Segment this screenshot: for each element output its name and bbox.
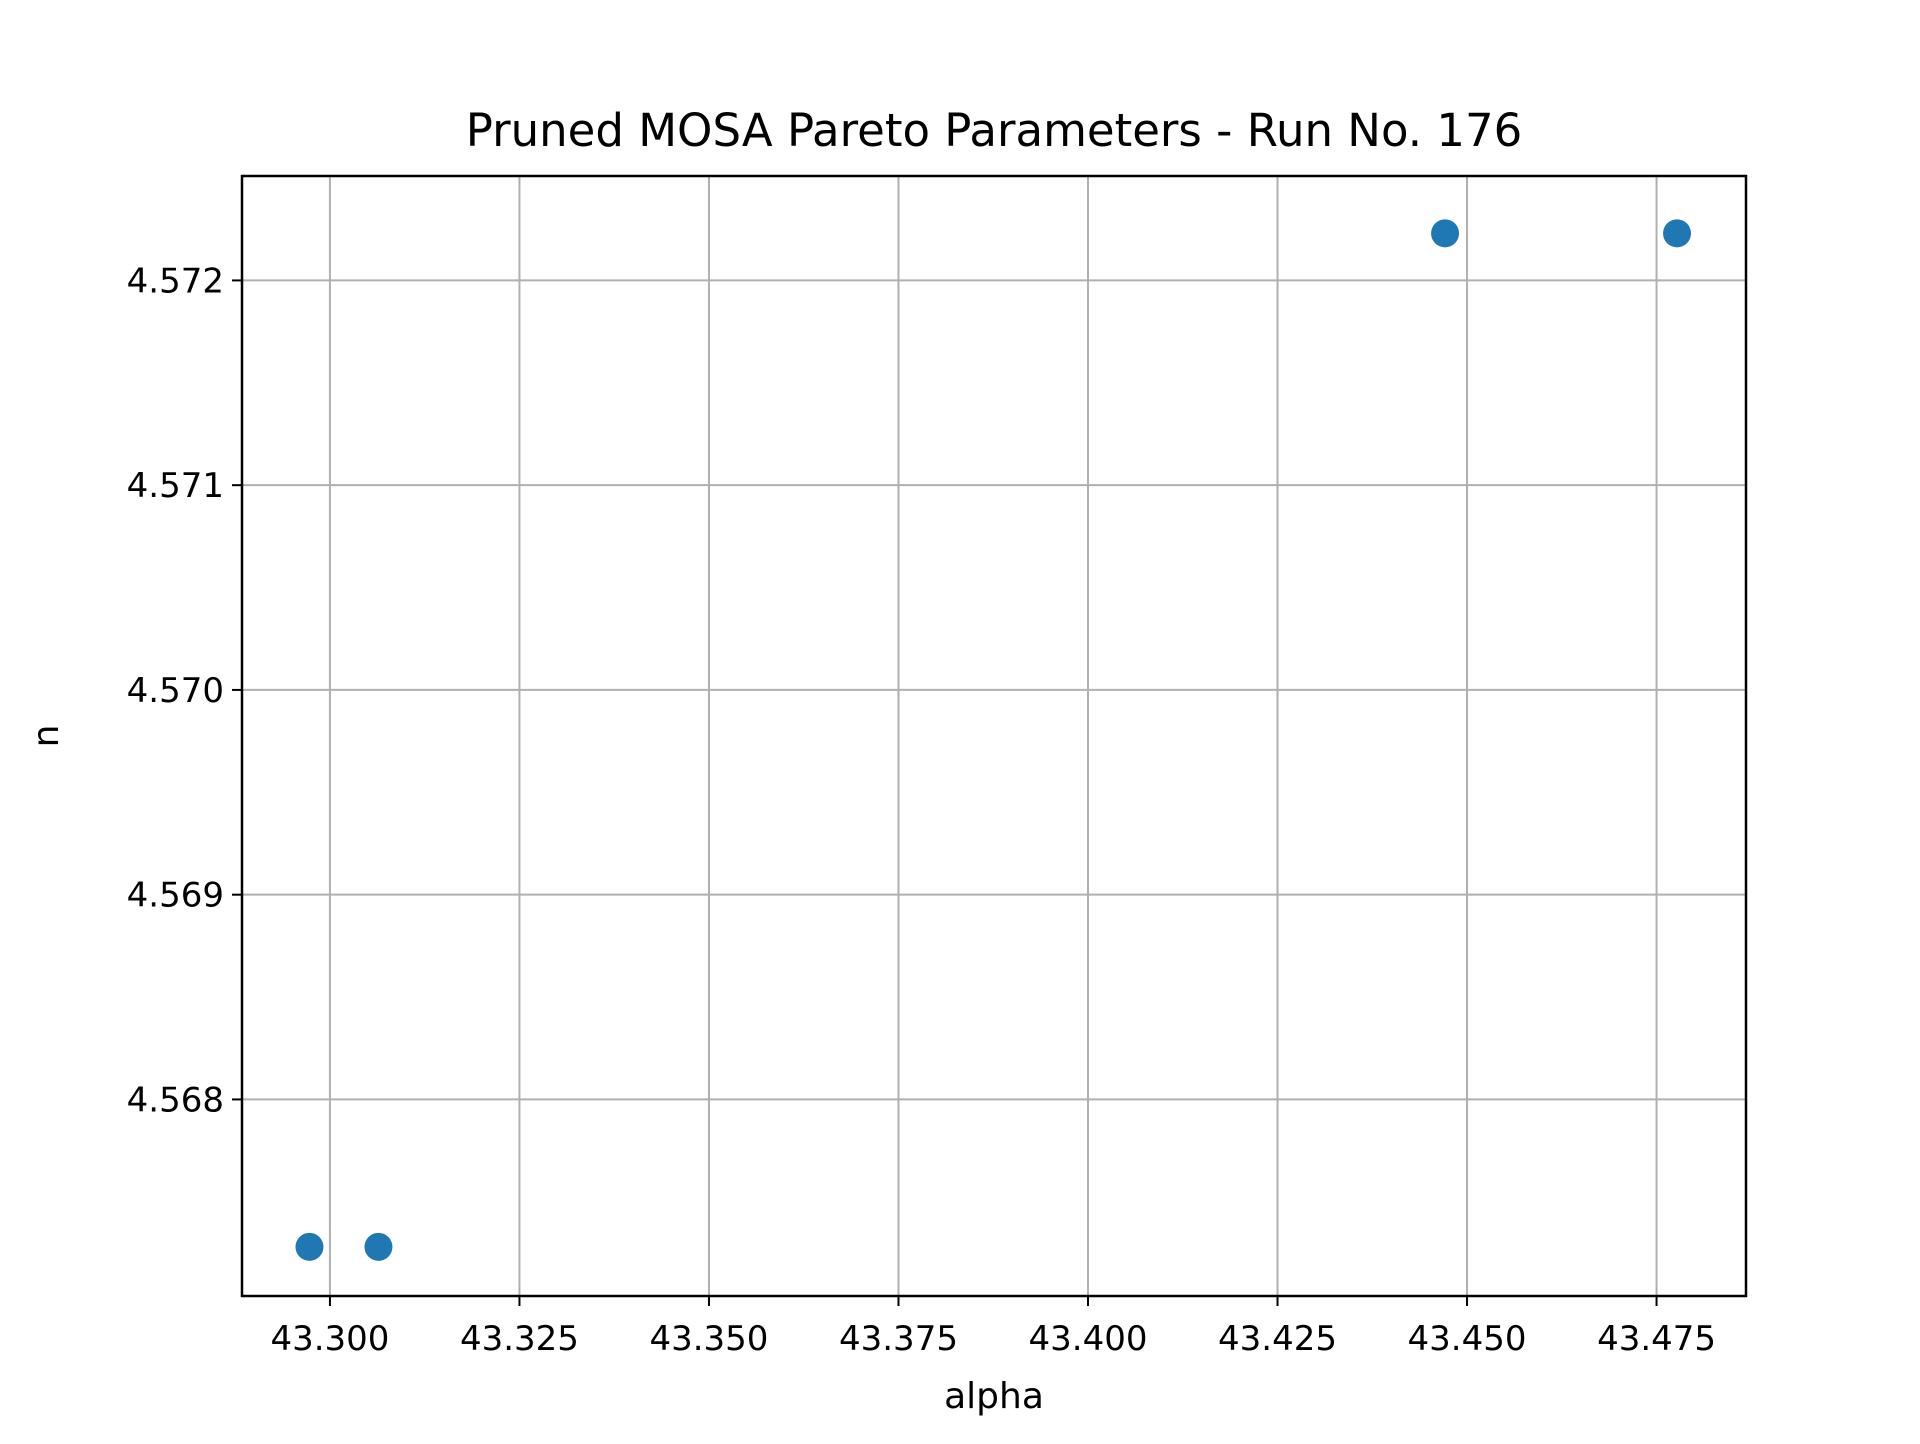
data-point <box>1431 219 1460 248</box>
axis-ticks: 43.300 43.325 43.350 43.375 43.400 43.425 43.4… <box>127 261 1716 1359</box>
x-axis-label: alpha <box>944 1376 1044 1417</box>
data-points <box>295 219 1692 1261</box>
y-tick-label: 4.572 <box>127 261 224 301</box>
y-tick-label: 4.570 <box>127 671 224 711</box>
y-axis-label: n <box>26 725 67 748</box>
x-tick-label: 43.325 <box>460 1319 579 1359</box>
x-tick-label: 43.300 <box>270 1319 389 1359</box>
y-tick-label: 4.571 <box>127 466 224 506</box>
data-point <box>364 1232 393 1261</box>
plot-frame <box>240 174 1748 1298</box>
x-tick-label: 43.350 <box>649 1319 768 1359</box>
data-point <box>295 1232 324 1261</box>
x-tick-label: 43.450 <box>1408 1319 1527 1359</box>
x-tick-label: 43.425 <box>1218 1319 1337 1359</box>
chart-title: Pruned MOSA Pareto Parameters - Run No. … <box>466 104 1522 157</box>
data-point <box>1663 219 1692 248</box>
y-tick-label: 4.568 <box>127 1080 224 1120</box>
x-tick-label: 43.475 <box>1597 1319 1716 1359</box>
x-tick-label: 43.375 <box>839 1319 958 1359</box>
y-tick-label: 4.569 <box>127 876 224 916</box>
grid-lines <box>242 176 1746 1296</box>
x-tick-label: 43.400 <box>1029 1319 1148 1359</box>
